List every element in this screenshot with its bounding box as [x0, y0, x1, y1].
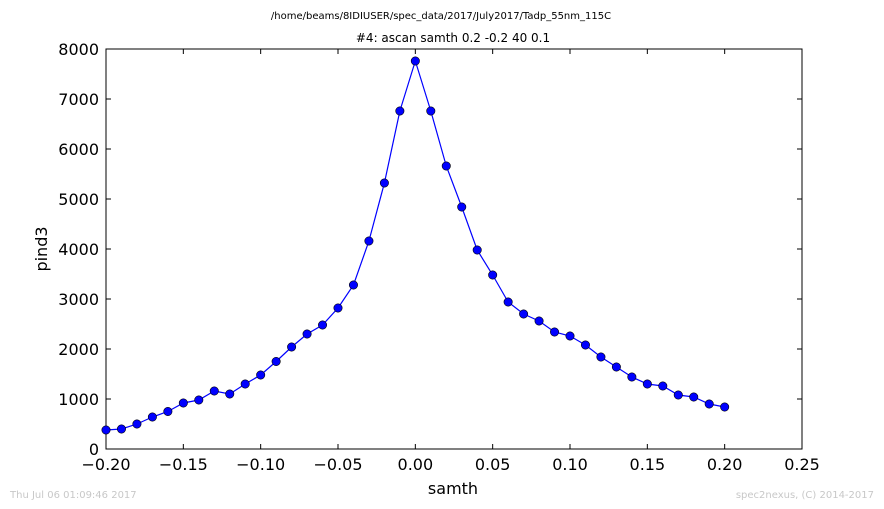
data-point: [410, 56, 420, 66]
chart-title: #4: ascan samth 0.2 -0.2 40 0.1: [356, 31, 550, 45]
y-axis: 0 1000 2000 3000 4000 5000 6000 7000 8000: [58, 40, 802, 459]
x-tick-label: 0.25: [784, 455, 820, 474]
data-point: [611, 362, 621, 372]
x-axis-label: samth: [428, 479, 478, 498]
data-point: [426, 106, 436, 116]
x-tick-label: −0.05: [313, 455, 362, 474]
data-point: [240, 379, 250, 389]
y-tick-label: 0: [89, 440, 99, 459]
data-point: [472, 245, 482, 255]
data-point: [642, 379, 652, 389]
data-point: [364, 236, 374, 246]
x-tick-label: 0.20: [707, 455, 743, 474]
y-tick-label: 1000: [58, 390, 99, 409]
y-tick-label: 4000: [58, 240, 99, 259]
data-point: [720, 402, 730, 412]
data-point: [194, 395, 204, 405]
x-tick-label: −0.15: [159, 455, 208, 474]
data-point: [488, 270, 498, 280]
data-point: [225, 389, 235, 399]
data-point: [658, 381, 668, 391]
path-title: /home/beams/8IDIUSER/spec_data/2017/July…: [271, 11, 611, 22]
data-point: [178, 398, 188, 408]
data-point: [627, 372, 637, 382]
x-tick-label: 0.00: [398, 455, 434, 474]
data-point: [302, 329, 312, 339]
y-tick-label: 6000: [58, 140, 99, 159]
data-point: [704, 399, 714, 409]
data-point: [550, 327, 560, 337]
data-point: [596, 352, 606, 362]
data-point: [441, 161, 451, 171]
x-tick-label: −0.20: [81, 455, 130, 474]
y-tick-label: 5000: [58, 190, 99, 209]
data-point: [318, 320, 328, 330]
data-point: [395, 106, 405, 116]
data-point: [457, 202, 467, 212]
data-point: [379, 178, 389, 188]
data-point: [503, 297, 513, 307]
credit: spec2nexus, (C) 2014-2017: [735, 490, 874, 501]
data-point: [132, 419, 142, 429]
data-point: [287, 342, 297, 352]
data-point: [101, 425, 111, 435]
y-tick-label: 7000: [58, 90, 99, 109]
data-point: [209, 386, 219, 396]
data-point: [534, 316, 544, 326]
data-point: [348, 280, 358, 290]
y-tick-label: 2000: [58, 340, 99, 359]
y-tick-label: 3000: [58, 290, 99, 309]
data-point: [673, 390, 683, 400]
data-point: [689, 392, 699, 402]
x-tick-label: 0.05: [475, 455, 511, 474]
data-point: [116, 424, 126, 434]
x-tick-label: 0.15: [630, 455, 666, 474]
data-point: [580, 340, 590, 350]
data-point: [519, 309, 529, 319]
timestamp: Thu Jul 06 01:09:46 2017: [10, 490, 137, 501]
data-point: [163, 406, 173, 416]
data-point: [256, 370, 266, 380]
x-tick-label: −0.10: [236, 455, 285, 474]
y-axis-label: pind3: [32, 226, 51, 271]
data-point: [147, 412, 157, 422]
y-tick-label: 8000: [58, 40, 99, 59]
data-point: [271, 356, 281, 366]
x-tick-label: 0.10: [552, 455, 588, 474]
data-series: [101, 56, 730, 435]
x-axis: −0.20 −0.15 −0.10 −0.05 0.00 0.05 0.10 0.15 0.20…: [81, 49, 820, 474]
data-point: [333, 303, 343, 313]
data-point: [565, 331, 575, 341]
